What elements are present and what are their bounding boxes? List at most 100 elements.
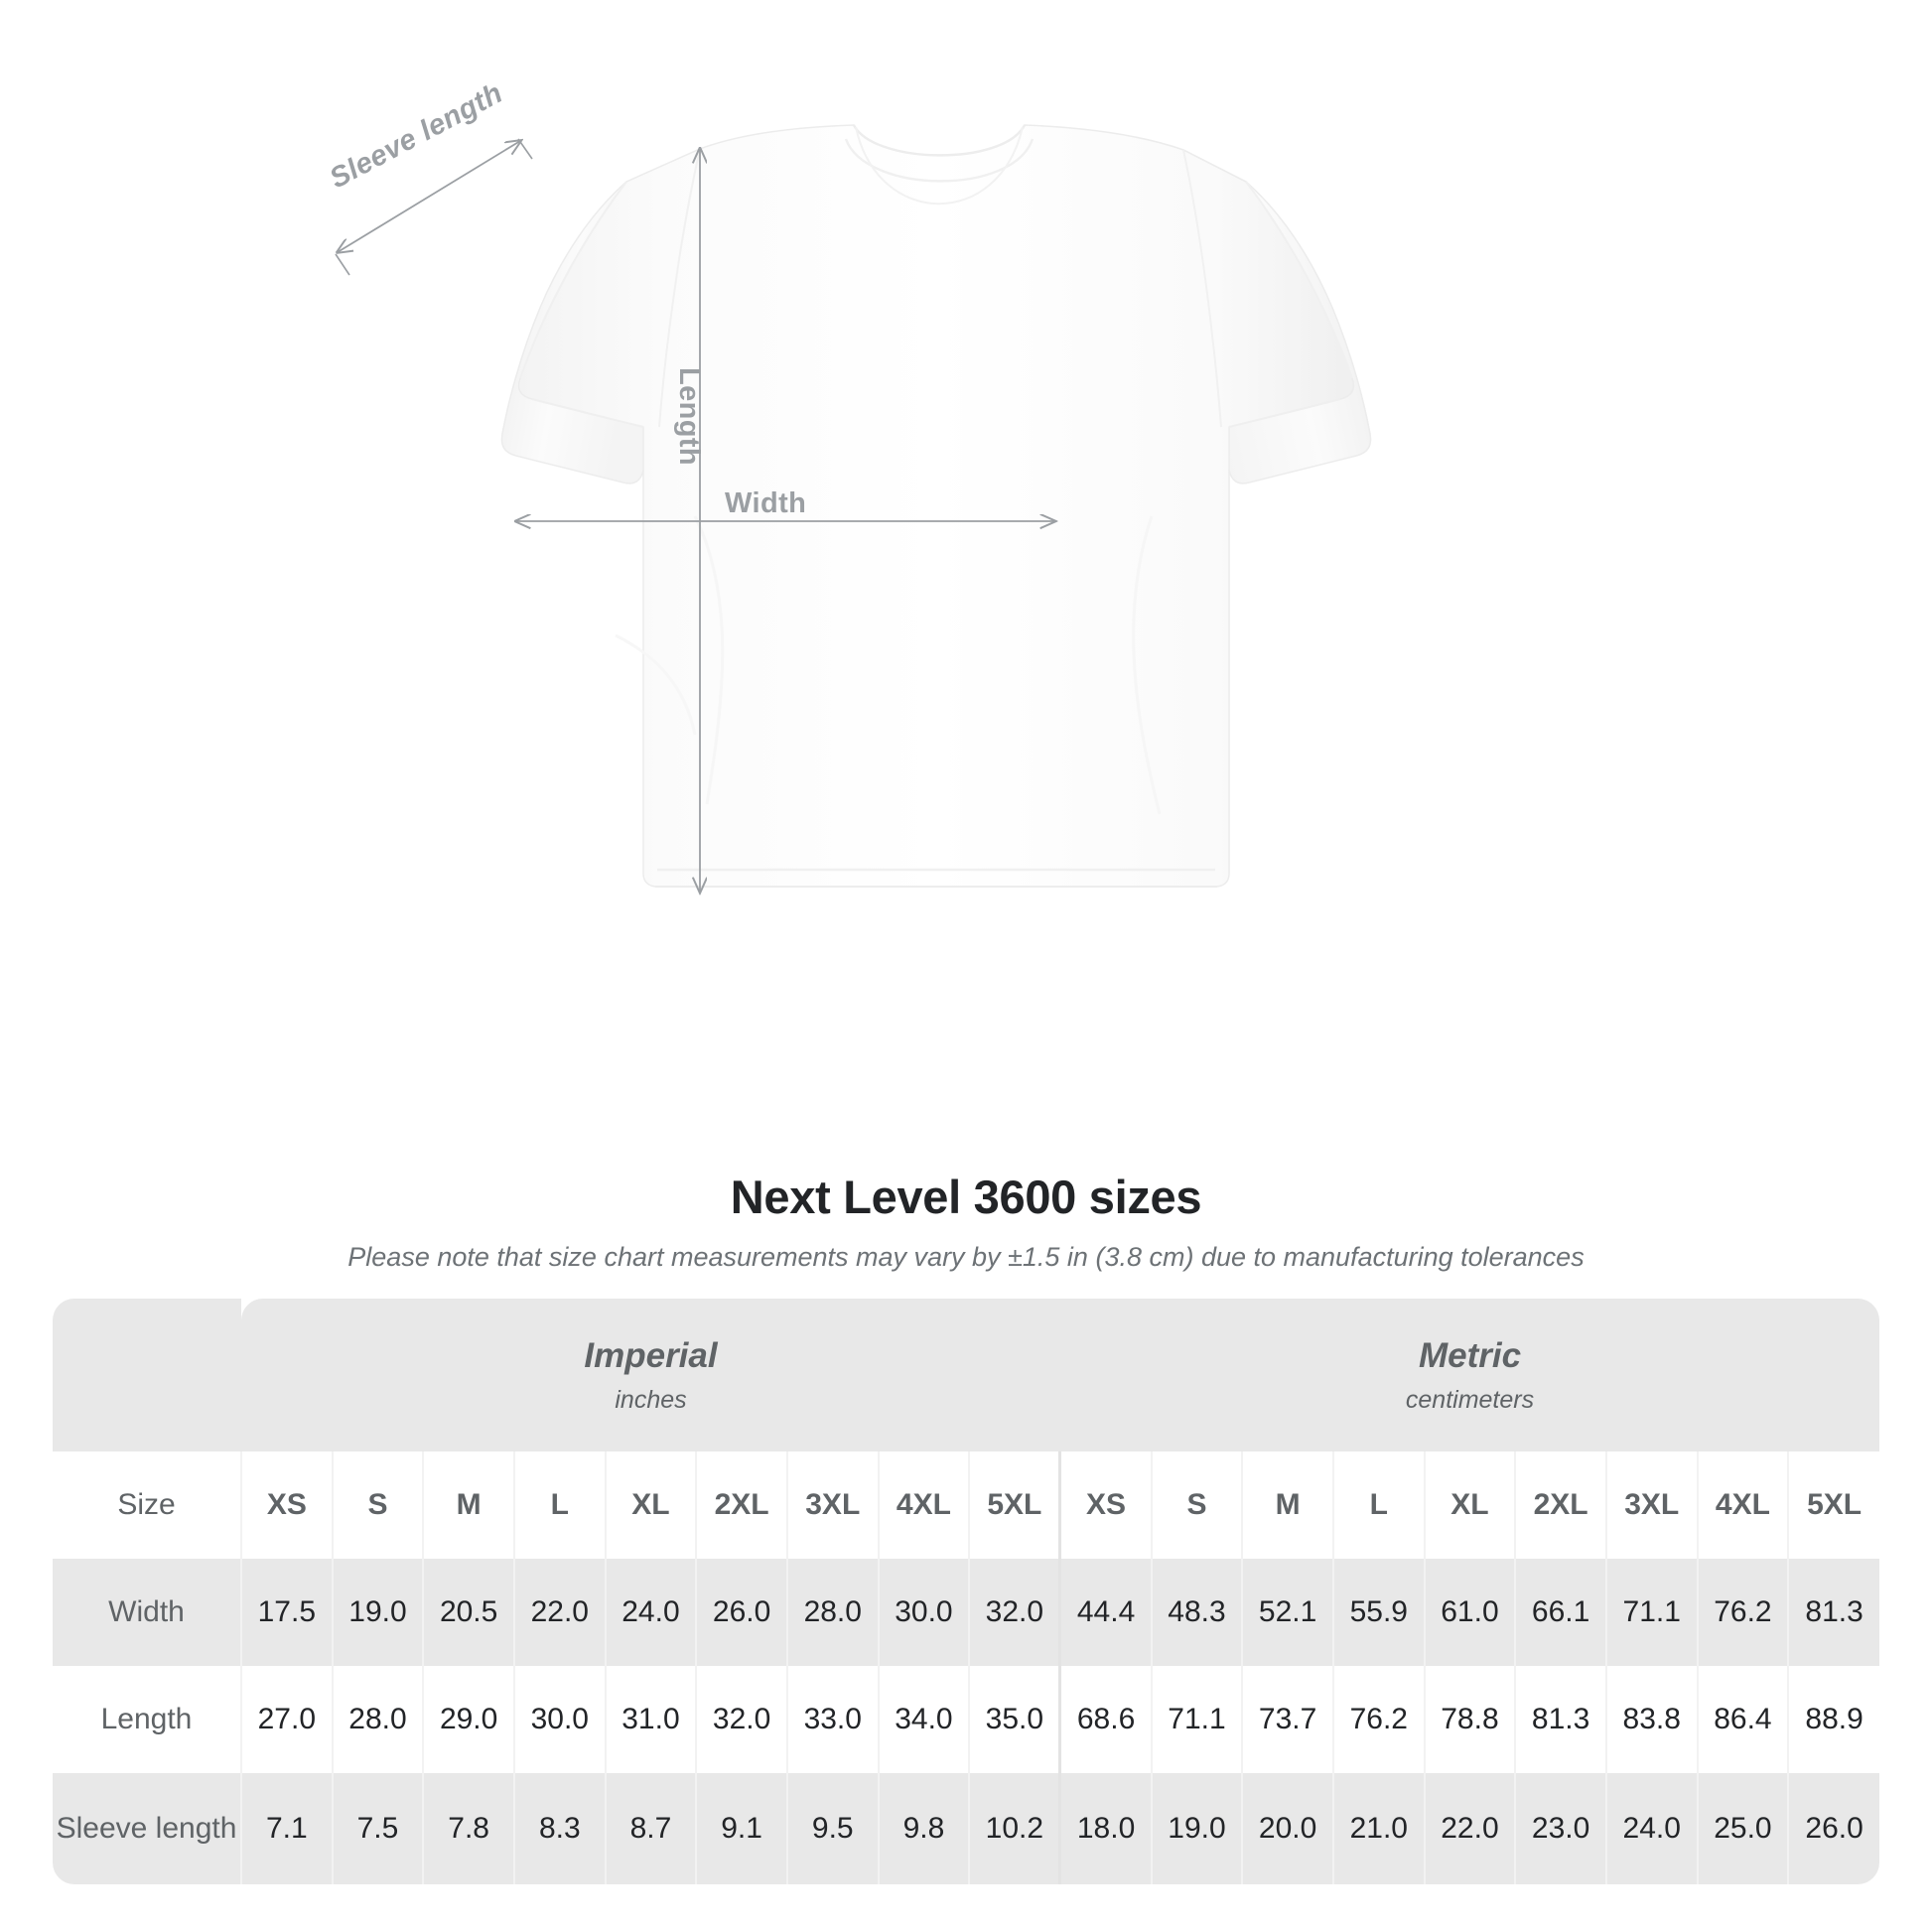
size-header-imperial-m: M bbox=[422, 1451, 514, 1559]
sleeve-imperial-5xl: 10.2 bbox=[968, 1773, 1060, 1884]
tolerance-note: Please note that size chart measurements… bbox=[347, 1242, 1585, 1272]
width-imperial-2xl: 26.0 bbox=[695, 1559, 787, 1666]
length-metric-4xl: 86.4 bbox=[1696, 1666, 1789, 1773]
width-imperial-xs: 17.5 bbox=[240, 1559, 333, 1666]
sleeve-imperial-xl: 8.7 bbox=[604, 1773, 697, 1884]
length-imperial-l: 30.0 bbox=[512, 1666, 606, 1773]
row-label-sleeve-length: Sleeve length bbox=[53, 1773, 241, 1884]
size-table: Imperial inches Metric centimeters Size … bbox=[53, 1299, 1880, 1884]
sleeve-metric-m: 20.0 bbox=[1241, 1773, 1333, 1884]
sleeve-length-arrow bbox=[336, 138, 533, 276]
size-header-metric-l: L bbox=[1331, 1451, 1425, 1559]
sleeve-imperial-4xl: 9.8 bbox=[877, 1773, 970, 1884]
unit-group-imperial: Imperial inches bbox=[241, 1299, 1060, 1451]
unit-group-row: Imperial inches Metric centimeters bbox=[53, 1299, 1880, 1451]
width-metric-xl: 61.0 bbox=[1423, 1559, 1516, 1666]
width-imperial-4xl: 30.0 bbox=[877, 1559, 970, 1666]
unit-group-metric-name: Metric bbox=[1418, 1335, 1522, 1375]
size-header-imperial-s: S bbox=[331, 1451, 424, 1559]
length-label: Length bbox=[673, 367, 705, 467]
sleeve-imperial-m: 7.8 bbox=[422, 1773, 514, 1884]
sleeve-metric-xl: 22.0 bbox=[1423, 1773, 1516, 1884]
length-metric-5xl: 88.9 bbox=[1787, 1666, 1880, 1773]
sleeve-imperial-s: 7.5 bbox=[331, 1773, 424, 1884]
sleeve-imperial-3xl: 9.5 bbox=[785, 1773, 879, 1884]
length-metric-xs: 68.6 bbox=[1058, 1666, 1152, 1773]
unit-group-metric: Metric centimeters bbox=[1059, 1299, 1880, 1451]
size-header-imperial-2xl: 2XL bbox=[695, 1451, 787, 1559]
shirt-body-shape bbox=[500, 124, 1372, 888]
width-metric-xs: 44.4 bbox=[1058, 1559, 1152, 1666]
length-imperial-4xl: 34.0 bbox=[877, 1666, 970, 1773]
size-header-metric-5xl: 5XL bbox=[1787, 1451, 1880, 1559]
sleeve-metric-4xl: 25.0 bbox=[1696, 1773, 1789, 1884]
page-title: Next Level 3600 sizes bbox=[730, 1171, 1202, 1223]
tshirt-illustration bbox=[0, 124, 1372, 1152]
width-metric-m: 52.1 bbox=[1241, 1559, 1333, 1666]
sleeve-metric-s: 19.0 bbox=[1150, 1773, 1243, 1884]
size-header-metric-3xl: 3XL bbox=[1604, 1451, 1698, 1559]
width-metric-4xl: 76.2 bbox=[1696, 1559, 1789, 1666]
width-imperial-l: 22.0 bbox=[512, 1559, 606, 1666]
width-metric-3xl: 71.1 bbox=[1604, 1559, 1698, 1666]
tshirt-diagram: Sleeve length Length Width bbox=[0, 77, 1372, 1152]
sleeve-imperial-xs: 7.1 bbox=[240, 1773, 333, 1884]
size-header-imperial-3xl: 3XL bbox=[785, 1451, 879, 1559]
size-header-metric-m: M bbox=[1241, 1451, 1333, 1559]
size-header-row: Size XS S M L XL 2XL 3XL 4XL 5XL XS S M … bbox=[53, 1451, 1880, 1559]
unit-group-metric-sub: centimeters bbox=[1405, 1385, 1535, 1414]
size-row-label: Size bbox=[53, 1451, 241, 1559]
row-label-length: Length bbox=[53, 1666, 241, 1773]
length-metric-m: 73.7 bbox=[1241, 1666, 1333, 1773]
unit-corner-cell bbox=[53, 1299, 241, 1451]
size-header-metric-s: S bbox=[1150, 1451, 1243, 1559]
table-row: Width 17.5 19.0 20.5 22.0 24.0 26.0 28.0… bbox=[53, 1559, 1880, 1666]
length-metric-s: 71.1 bbox=[1150, 1666, 1243, 1773]
sleeve-metric-xs: 18.0 bbox=[1058, 1773, 1152, 1884]
length-imperial-3xl: 33.0 bbox=[785, 1666, 879, 1773]
size-header-imperial-4xl: 4XL bbox=[877, 1451, 970, 1559]
width-imperial-xl: 24.0 bbox=[604, 1559, 697, 1666]
length-metric-3xl: 83.8 bbox=[1604, 1666, 1698, 1773]
length-imperial-m: 29.0 bbox=[422, 1666, 514, 1773]
width-metric-5xl: 81.3 bbox=[1787, 1559, 1880, 1666]
width-imperial-3xl: 28.0 bbox=[785, 1559, 879, 1666]
width-imperial-m: 20.5 bbox=[422, 1559, 514, 1666]
size-header-imperial-l: L bbox=[512, 1451, 606, 1559]
length-metric-l: 76.2 bbox=[1331, 1666, 1425, 1773]
length-imperial-xl: 31.0 bbox=[604, 1666, 697, 1773]
row-label-width: Width bbox=[53, 1559, 241, 1666]
width-metric-2xl: 66.1 bbox=[1514, 1559, 1606, 1666]
unit-group-imperial-sub: inches bbox=[615, 1385, 687, 1414]
length-metric-2xl: 81.3 bbox=[1514, 1666, 1606, 1773]
width-imperial-5xl: 32.0 bbox=[968, 1559, 1060, 1666]
size-header-imperial-xl: XL bbox=[604, 1451, 697, 1559]
width-imperial-s: 19.0 bbox=[331, 1559, 424, 1666]
table-row: Length 27.0 28.0 29.0 30.0 31.0 32.0 33.… bbox=[53, 1666, 1880, 1773]
unit-group-imperial-name: Imperial bbox=[584, 1335, 718, 1375]
sleeve-metric-2xl: 23.0 bbox=[1514, 1773, 1606, 1884]
size-header-metric-xl: XL bbox=[1423, 1451, 1516, 1559]
width-metric-l: 55.9 bbox=[1331, 1559, 1425, 1666]
size-table-container: Imperial inches Metric centimeters Size … bbox=[53, 1299, 1880, 1884]
title-block: Next Level 3600 sizes Please note that s… bbox=[0, 1170, 1932, 1273]
length-imperial-2xl: 32.0 bbox=[695, 1666, 787, 1773]
sleeve-metric-l: 21.0 bbox=[1331, 1773, 1425, 1884]
sleeve-imperial-2xl: 9.1 bbox=[695, 1773, 787, 1884]
size-header-metric-2xl: 2XL bbox=[1514, 1451, 1606, 1559]
size-header-imperial-5xl: 5XL bbox=[968, 1451, 1060, 1559]
size-header-imperial-xs: XS bbox=[240, 1451, 333, 1559]
length-imperial-5xl: 35.0 bbox=[968, 1666, 1060, 1773]
length-imperial-s: 28.0 bbox=[331, 1666, 424, 1773]
size-header-metric-xs: XS bbox=[1058, 1451, 1152, 1559]
sleeve-metric-3xl: 24.0 bbox=[1604, 1773, 1698, 1884]
width-label: Width bbox=[725, 487, 807, 519]
length-imperial-xs: 27.0 bbox=[240, 1666, 333, 1773]
width-metric-s: 48.3 bbox=[1150, 1559, 1243, 1666]
sleeve-metric-5xl: 26.0 bbox=[1787, 1773, 1880, 1884]
length-metric-xl: 78.8 bbox=[1423, 1666, 1516, 1773]
table-row: Sleeve length 7.1 7.5 7.8 8.3 8.7 9.1 9.… bbox=[53, 1773, 1880, 1884]
size-header-metric-4xl: 4XL bbox=[1696, 1451, 1789, 1559]
sleeve-imperial-l: 8.3 bbox=[512, 1773, 606, 1884]
